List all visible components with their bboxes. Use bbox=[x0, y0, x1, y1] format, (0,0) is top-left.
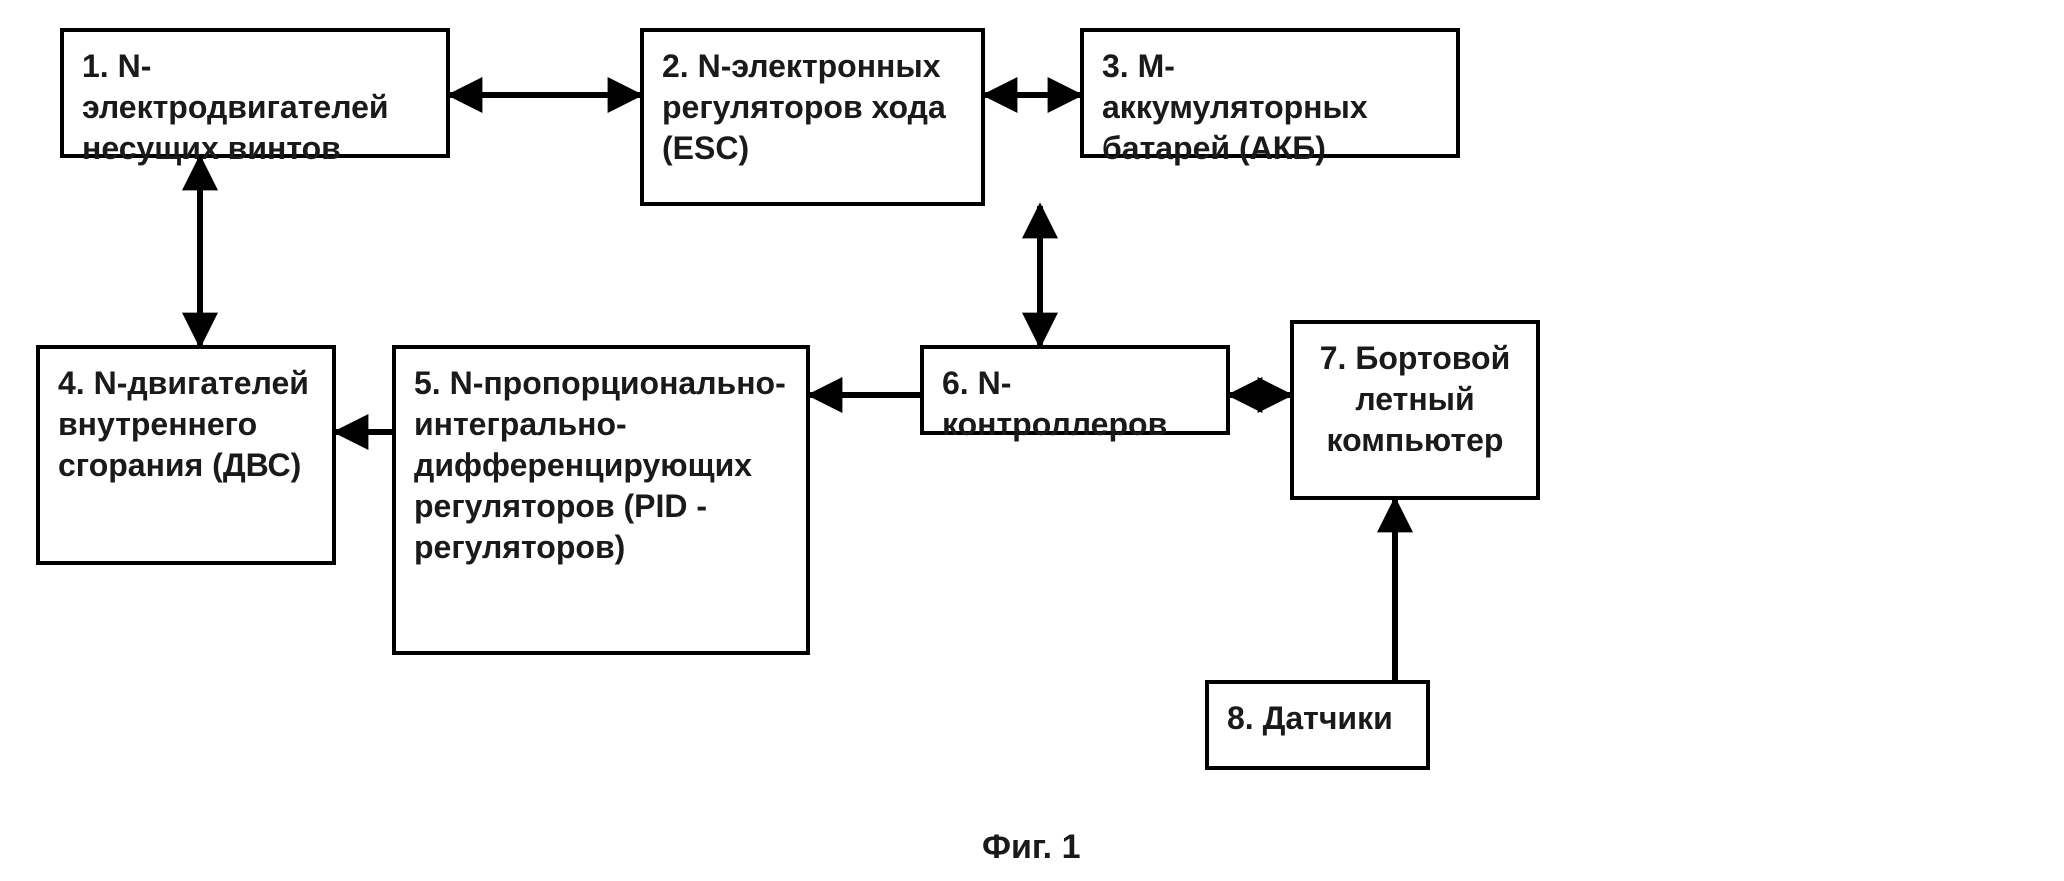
node-n1-line: 1. N-электродвигателей bbox=[82, 48, 389, 125]
node-n7-line: 7. Бортовой bbox=[1320, 340, 1511, 376]
node-n4-line: 4. N-двигателей bbox=[58, 365, 309, 401]
node-n4-line: сгорания (ДВС) bbox=[58, 447, 301, 483]
node-n2-line: регуляторов хода bbox=[662, 89, 946, 125]
node-n4-line: внутреннего bbox=[58, 406, 257, 442]
node-n4: 4. N-двигателей внутреннего сгорания (ДВС) bbox=[36, 345, 336, 565]
node-n5: 5. N-пропорционально-интегрально-диффере… bbox=[392, 345, 810, 655]
node-n3: 3. M-аккумуляторныхбатарей (АКБ) bbox=[1080, 28, 1460, 158]
node-n2-line: 2. N-электронных bbox=[662, 48, 940, 84]
node-n7: 7. Бортовой летный компьютер bbox=[1290, 320, 1540, 500]
node-n2: 2. N-электронных регуляторов хода (ESC) bbox=[640, 28, 985, 206]
node-n5-line: дифференцирующих bbox=[414, 447, 752, 483]
node-n6-line: 6. N-контроллеров bbox=[942, 365, 1167, 442]
node-n3-line: 3. M-аккумуляторных bbox=[1102, 48, 1368, 125]
node-n6: 6. N-контроллеров bbox=[920, 345, 1230, 435]
node-n2-line: (ESC) bbox=[662, 130, 749, 166]
node-n5-line: регуляторов) bbox=[414, 529, 625, 565]
node-n5-line: интегрально- bbox=[414, 406, 627, 442]
node-n7-line: летный bbox=[1355, 381, 1474, 417]
node-n3-line: батарей (АКБ) bbox=[1102, 130, 1326, 166]
node-n8: 8. Датчики bbox=[1205, 680, 1430, 770]
node-n1-line: несущих винтов bbox=[82, 130, 341, 166]
figure-caption: Фиг. 1 bbox=[982, 828, 1080, 867]
node-n5-line: 5. N-пропорционально- bbox=[414, 365, 786, 401]
node-n1: 1. N-электродвигателейнесущих винтов bbox=[60, 28, 450, 158]
node-n8-line: 8. Датчики bbox=[1227, 700, 1393, 736]
diagram-canvas: 1. N-электродвигателейнесущих винтов2. N… bbox=[0, 0, 2064, 881]
node-n5-line: регуляторов (PID - bbox=[414, 488, 707, 524]
node-n7-line: компьютер bbox=[1327, 422, 1504, 458]
